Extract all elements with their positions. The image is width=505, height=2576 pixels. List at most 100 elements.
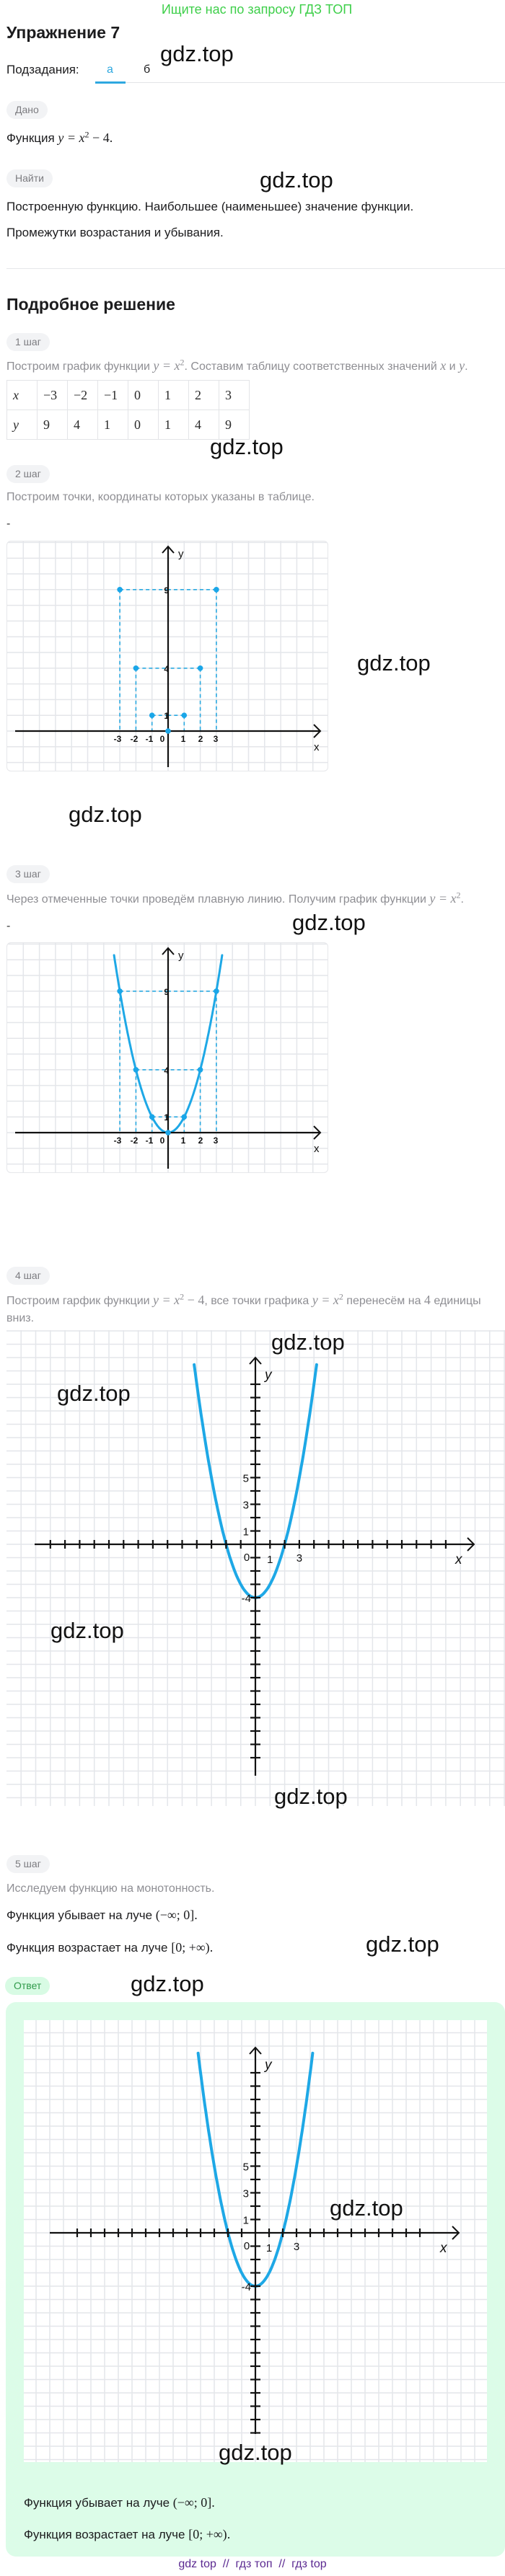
m: y [459, 358, 465, 373]
data-point [149, 1114, 155, 1120]
page-title: Упражнение 7 [6, 23, 120, 42]
x-tick-label: 0 [160, 734, 165, 744]
m: 4 [423, 1293, 431, 1307]
x-tick-label: -2 [131, 1136, 139, 1146]
step-5-decreasing: Функция убывает на луче (−∞; 0]. [6, 1907, 198, 1924]
step-4-badge: 4 шаг [6, 1267, 50, 1285]
y-axis-label: y [178, 950, 184, 962]
x-tick-label: -1 [146, 1136, 154, 1146]
table-cell: −1 [97, 380, 128, 410]
step-2-dash: - [6, 518, 11, 530]
x-tick-label: 3 [297, 1552, 302, 1564]
tabs-divider [126, 82, 505, 83]
table-cell: 2 [188, 380, 219, 410]
watermark: gdz.top [50, 1618, 124, 1643]
points-graph: y x -3 -2 -1 0 1 2 3 9 4 1 [6, 541, 328, 771]
y-tick-label: 3 [243, 2188, 249, 2200]
x-tick-label: 0 [244, 2240, 250, 2252]
interval: [0; +∞) [188, 2527, 227, 2541]
step-3-dash: - [6, 920, 11, 932]
subtasks-label: Подзадания: [6, 63, 79, 76]
given-badge: Дано [6, 101, 48, 119]
watermark: gdz.top [330, 2195, 403, 2221]
find-line-1: Построенную функцию. Наибольшее (наимень… [6, 200, 414, 213]
step-1-text: Построим график функции y = x2. Составим… [6, 358, 468, 375]
given-math2: − 4 [89, 130, 110, 145]
m: y = x [153, 358, 180, 373]
t: Функция возрастает на луче [24, 2528, 189, 2541]
sup: 2 [338, 1291, 343, 1302]
watermark: gdz.top [271, 1329, 345, 1355]
step-5-badge: 5 шаг [6, 1855, 50, 1873]
data-point [197, 1067, 203, 1073]
answer-increasing: Функция возрастает на луче [0; +∞). [24, 2526, 230, 2543]
given-prefix: Функция [6, 131, 58, 145]
x-tick-label: 3 [294, 2241, 299, 2253]
y-tick-label: 4 [164, 1066, 169, 1076]
t: . [194, 1908, 198, 1922]
sup: 2 [180, 1291, 185, 1302]
given-suffix: . [109, 130, 113, 145]
step-2-text: Построим точки, координаты которых указа… [6, 491, 315, 503]
m: y = x [429, 891, 457, 906]
t: . Составим таблицу соответственных значе… [184, 360, 441, 373]
table-cell: y [6, 410, 38, 440]
step-2-badge: 2 шаг [6, 465, 50, 483]
solution-heading: Подробное решение [6, 295, 175, 314]
data-point [133, 1067, 139, 1073]
x-tick-label: 1 [267, 1554, 273, 1566]
watermark: gdz.top [292, 910, 366, 935]
watermark: gdz.top [69, 802, 142, 827]
y-tick-label: 3 [243, 1500, 249, 1512]
x-axis-label: x [314, 1143, 320, 1155]
watermark: gdz.top [210, 434, 284, 459]
data-point [117, 587, 123, 593]
y-axis-label: y [263, 2058, 273, 2073]
table-cell: 0 [128, 410, 159, 440]
search-banner[interactable]: Ищите нас по запросу ГДЗ ТОП [161, 2, 353, 17]
x-tick-label: 2 [198, 1136, 203, 1146]
y-tick-label: 4 [164, 664, 169, 674]
data-point [117, 988, 123, 994]
data-point [133, 665, 139, 671]
table-cell: 4 [67, 410, 98, 440]
x-axis-arrow-icon [313, 724, 322, 738]
watermark: gdz.top [366, 1931, 439, 1957]
x-tick-label: 0 [244, 1552, 250, 1564]
given-sup: 2 [84, 129, 89, 140]
table-cell: −3 [37, 380, 68, 410]
footer-links[interactable]: gdz top // гдз топ // гдз top [178, 2558, 327, 2570]
find-line-2: Промежутки возрастания и убывания. [6, 226, 224, 239]
x-axis-arrow-icon [313, 1125, 322, 1140]
section-divider [6, 268, 505, 269]
t: Через отмеченные точки проведём плавную … [6, 893, 430, 906]
t: . [465, 360, 468, 373]
tab-subtask-a[interactable]: а [107, 63, 113, 76]
t: Построим график функции [6, 360, 154, 373]
shifted-parabola-graph: y x 0 1 3 5 3 1 -4 [6, 1330, 505, 1806]
x-tick-label: 1 [181, 1136, 186, 1146]
m: y = x [153, 1293, 180, 1307]
data-point [214, 988, 219, 994]
x-axis-label: x [439, 2241, 448, 2256]
y-axis-arrow-icon [162, 947, 175, 955]
data-point [197, 665, 203, 671]
tab-subtask-b[interactable]: б [144, 63, 151, 76]
given-math: y = x [58, 130, 85, 145]
x-tick-label: 3 [214, 734, 219, 744]
t: . [460, 893, 464, 906]
t: Функция убывает на луче [6, 1908, 156, 1922]
watermark: gdz.top [131, 1971, 204, 1996]
x-tick-label: 2 [198, 734, 203, 744]
y-axis-label: y [178, 548, 184, 560]
sup: 2 [180, 357, 185, 368]
x-tick-label: 1 [181, 734, 186, 744]
t: . [227, 2527, 231, 2541]
x-tick-label: -3 [114, 734, 122, 744]
watermark: gdz.top [260, 167, 333, 192]
table-cell: 9 [219, 410, 250, 440]
step-3-text: Через отмеченные точки проведём плавную … [6, 890, 464, 908]
data-point [149, 712, 155, 718]
y-tick-label: 1 [164, 711, 169, 721]
